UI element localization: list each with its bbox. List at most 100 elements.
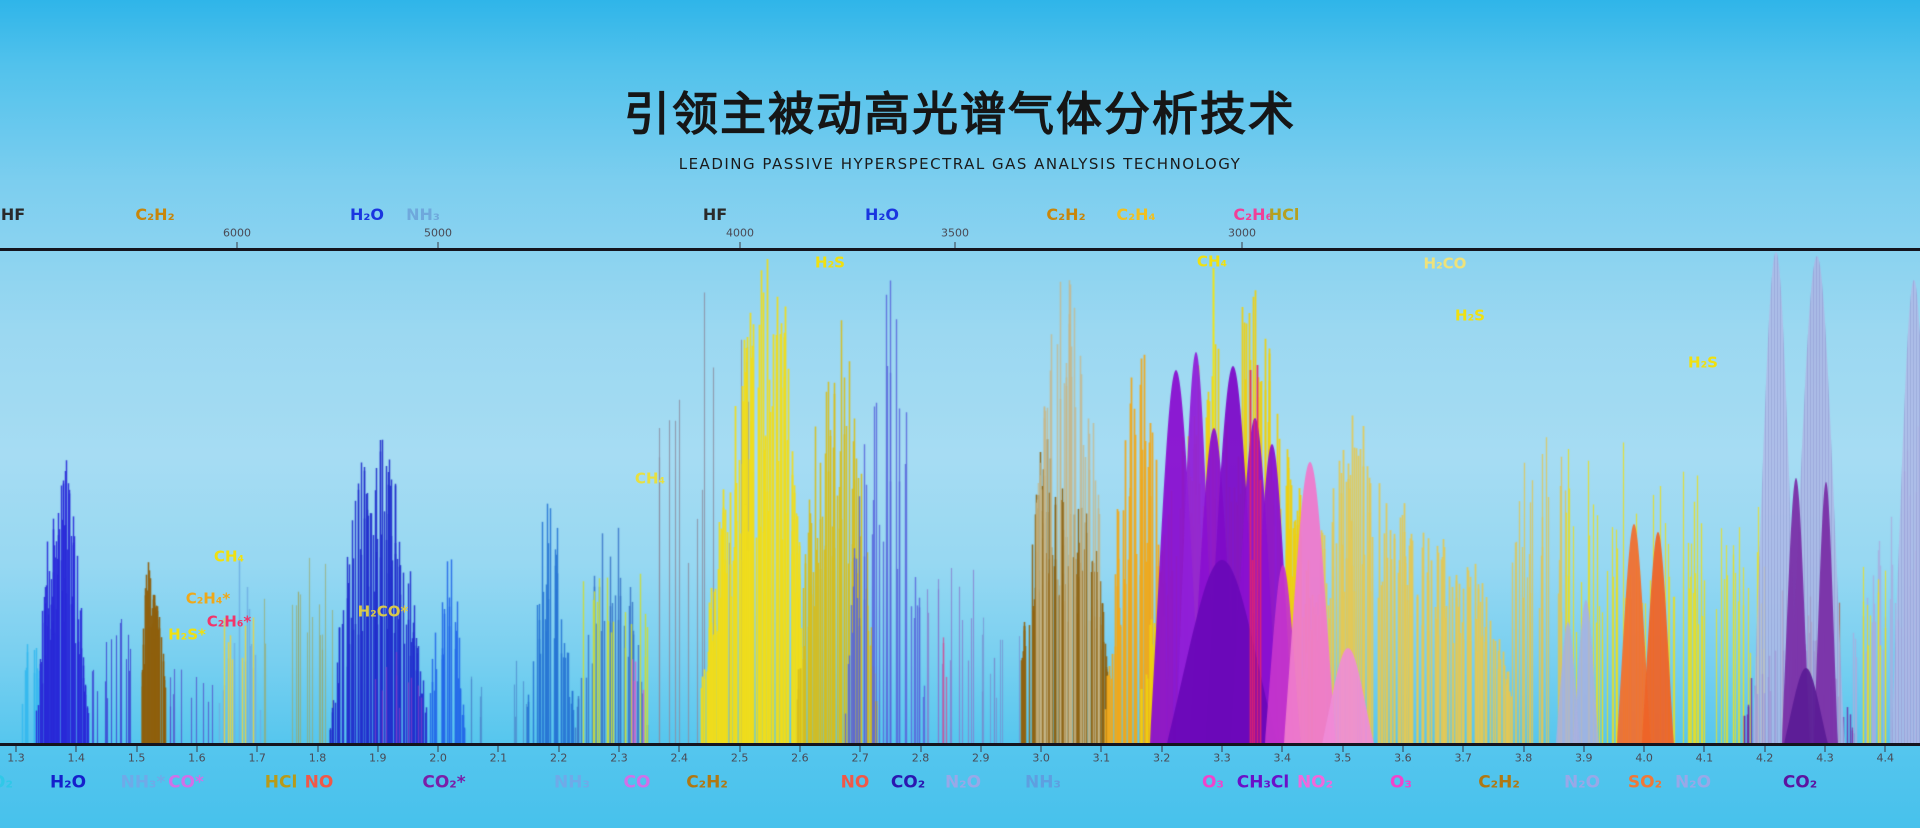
- bottom-tick-mark-1.4: [75, 746, 77, 752]
- band-label-C₂H₄*: C₂H₄*: [185, 589, 231, 608]
- bottom-tick-mark-3.3: [1221, 746, 1223, 752]
- bottom-gas-label-N₂O: N₂O: [1674, 772, 1712, 793]
- bottom-tick-label-2.9: 2.9: [972, 751, 990, 765]
- top-gas-label-HF: HF: [702, 205, 728, 224]
- bottom-tick-label-1.7: 1.7: [248, 751, 266, 765]
- bottom-tick-mark-1.3: [15, 746, 17, 752]
- band-label-CH₄: CH₄: [1196, 252, 1228, 271]
- bottom-tick-label-1.9: 1.9: [369, 751, 387, 765]
- bottom-gas-label-NH₃: NH₃: [554, 772, 590, 793]
- bottom-tick-label-3.6: 3.6: [1394, 751, 1412, 765]
- band-label-H₂S*: H₂S*: [168, 625, 206, 644]
- top-tick-mark-5000: [437, 242, 439, 248]
- bottom-gas-label-CO: CO: [623, 772, 651, 793]
- bottom-tick-label-3.9: 3.9: [1575, 751, 1593, 765]
- page-subtitle: LEADING PASSIVE HYPERSPECTRAL GAS ANALYS…: [678, 155, 1242, 173]
- top-tick-label-5000: 5000: [424, 226, 452, 240]
- bottom-gas-label-HCl: HCl: [264, 772, 298, 793]
- bottom-tick-label-2.4: 2.4: [670, 751, 689, 765]
- bottom-tick-label-3.0: 3.0: [1032, 751, 1050, 765]
- bottom-gas-label-CO₂*: CO₂*: [422, 772, 466, 793]
- bottom-tick-mark-2.8: [920, 746, 921, 752]
- bottom-tick-label-4.0: 4.0: [1635, 751, 1653, 765]
- top-gas-label-HF: HF: [0, 205, 26, 224]
- bottom-gas-label-NO: NO: [304, 772, 334, 793]
- bottom-tick-label-1.6: 1.6: [188, 751, 206, 765]
- bottom-tick-label-2.3: 2.3: [610, 751, 628, 765]
- bottom-gas-label-CO₂: CO₂: [890, 772, 926, 793]
- bottom-tick-mark-4.4: [1884, 746, 1886, 752]
- bottom-tick-mark-2.5: [739, 746, 741, 752]
- band-label-H₂S: H₂S: [815, 253, 845, 272]
- bottom-tick-mark-3.0: [1040, 746, 1042, 752]
- bottom-tick-label-3.1: 3.1: [1092, 751, 1111, 765]
- bottom-gas-label-C₂H₂: C₂H₂: [686, 772, 728, 793]
- top-gas-label-C₂H₂: C₂H₂: [1046, 205, 1086, 224]
- bottom-tick-label-3.5: 3.5: [1333, 751, 1352, 765]
- top-gas-label-NH₃: NH₃: [406, 205, 440, 224]
- bottom-tick-mark-2.2: [558, 746, 560, 752]
- bottom-gas-label-SO₂: SO₂: [1627, 772, 1663, 793]
- bottom-tick-mark-3.5: [1342, 746, 1344, 752]
- bottom-tick-mark-3.9: [1583, 746, 1585, 752]
- top-gas-label-HCl: HCl: [1268, 205, 1300, 224]
- bottom-tick-mark-3.4: [1281, 746, 1283, 752]
- band-label-H₂CO: H₂CO: [1423, 254, 1467, 273]
- bottom-gas-label-NH₃: NH₃: [1025, 772, 1061, 793]
- bottom-tick-mark-4.0: [1643, 746, 1645, 752]
- bottom-tick-label-2.2: 2.2: [549, 751, 568, 765]
- bottom-tick-mark-3.8: [1523, 746, 1524, 752]
- top-tick-mark-3000: [1241, 242, 1243, 248]
- top-gas-label-H₂O: H₂O: [865, 205, 899, 224]
- bottom-tick-label-4.2: 4.2: [1755, 751, 1774, 765]
- bottom-tick-mark-4.3: [1824, 746, 1826, 752]
- top-gas-label-C₂H₂: C₂H₂: [135, 205, 175, 224]
- bottom-tick-mark-2.7: [859, 746, 861, 752]
- bottom-tick-label-4.1: 4.1: [1695, 751, 1714, 765]
- band-label-CH₄: CH₄: [634, 469, 666, 488]
- bottom-tick-label-2.8: 2.8: [911, 751, 930, 765]
- band-label-C₂H₆*: C₂H₆*: [206, 612, 252, 631]
- top-tick-mark-3500: [954, 242, 956, 248]
- bottom-tick-label-4.4: 4.4: [1876, 751, 1895, 765]
- bottom-tick-mark-2.0: [437, 746, 439, 752]
- band-label-H₂CO*: H₂CO*: [357, 602, 409, 621]
- top-tick-label-3500: 3500: [941, 226, 969, 240]
- bottom-tick-label-3.4: 3.4: [1273, 751, 1292, 765]
- bottom-tick-label-2.7: 2.7: [851, 751, 869, 765]
- bottom-tick-mark-3.2: [1161, 746, 1163, 752]
- band-label-H₂S: H₂S: [1455, 306, 1485, 325]
- top-tick-label-6000: 6000: [223, 226, 251, 240]
- bottom-gas-label-C₂H₂: C₂H₂: [1478, 772, 1520, 793]
- top-tick-mark-6000: [236, 242, 238, 248]
- band-label-CH₄: CH₄: [213, 547, 245, 566]
- bottom-tick-mark-3.1: [1100, 746, 1102, 752]
- bottom-gas-label-CO₂: CO₂: [1782, 772, 1818, 793]
- bottom-tick-mark-4.1: [1703, 746, 1705, 752]
- bottom-gas-label-CO*: CO*: [168, 772, 204, 793]
- bottom-gas-label-O₂: O₂: [0, 772, 13, 793]
- bottom-gas-label-NO: NO: [840, 772, 870, 793]
- top-tick-label-3000: 3000: [1228, 226, 1256, 240]
- bottom-tick-label-1.8: 1.8: [308, 751, 327, 765]
- bottom-gas-label-CH₃Cl: CH₃Cl: [1236, 772, 1290, 793]
- bottom-gas-label-O₃: O₃: [1390, 772, 1412, 793]
- bottom-tick-mark-2.9: [980, 746, 982, 752]
- bottom-gas-label-NO₂: NO₂: [1296, 772, 1334, 793]
- bottom-gas-label-NH₃*: NH₃*: [120, 772, 166, 793]
- page-title: 引领主被动高光谱气体分析技术: [624, 87, 1296, 141]
- bottom-gas-label-N₂O: N₂O: [944, 772, 982, 793]
- bottom-tick-label-3.8: 3.8: [1514, 751, 1533, 765]
- bottom-tick-label-3.7: 3.7: [1454, 751, 1472, 765]
- bottom-tick-label-4.3: 4.3: [1816, 751, 1834, 765]
- bottom-tick-mark-3.6: [1402, 746, 1404, 752]
- top-wavenumber-axis-line: [0, 248, 1920, 251]
- bottom-tick-mark-2.3: [618, 746, 620, 752]
- bottom-tick-mark-2.1: [497, 746, 499, 752]
- bottom-gas-label-H₂O: H₂O: [49, 772, 87, 793]
- top-gas-label-C₂H₄: C₂H₄: [1116, 205, 1156, 224]
- bottom-tick-label-2.5: 2.5: [730, 751, 749, 765]
- bottom-tick-label-3.2: 3.2: [1152, 751, 1171, 765]
